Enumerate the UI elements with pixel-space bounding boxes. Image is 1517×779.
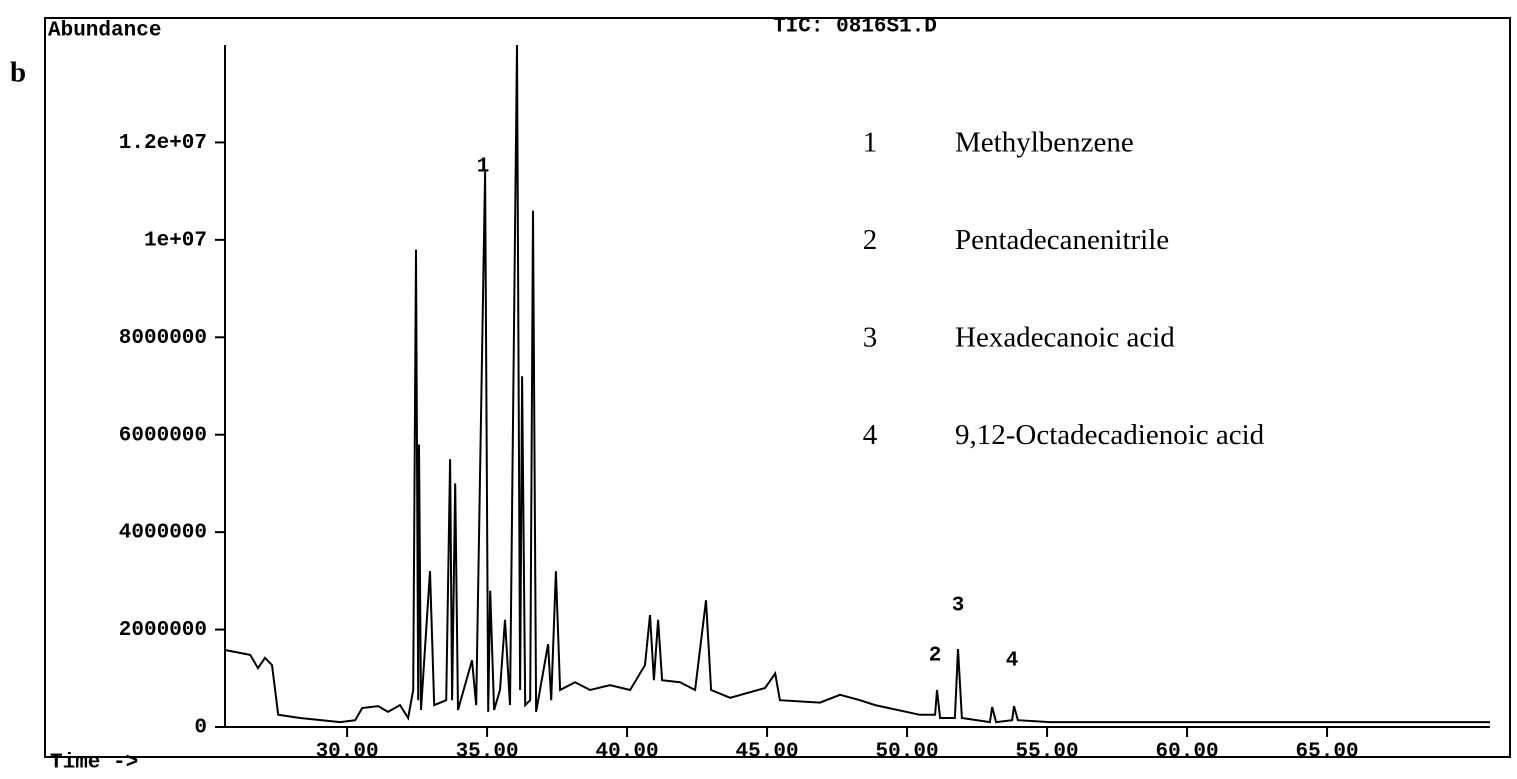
peak-label: 2 — [929, 645, 942, 668]
trace-line — [224, 44, 1490, 724]
legend-name: Pentadecanenitrile — [955, 224, 1169, 256]
x-tick-label: 55.00 — [1016, 741, 1079, 764]
legend-number: 3 — [863, 322, 878, 354]
frame — [44, 17, 1511, 758]
x-tick-label: 65.00 — [1296, 741, 1359, 764]
y-tick-label: 2000000 — [119, 619, 207, 642]
y-tick-label: 1e+07 — [144, 229, 207, 252]
legend-name: Methylbenzene — [955, 127, 1134, 159]
legend-number: 2 — [863, 224, 878, 256]
y-tick-label: 8000000 — [119, 327, 207, 350]
y-tick-label: 6000000 — [119, 424, 207, 447]
y-tick-label: 1.2e+07 — [119, 132, 207, 155]
x-tick-label: 30.00 — [316, 741, 379, 764]
legend-name: 9,12-Octadecadienoic acid — [955, 419, 1265, 451]
y-tick-label: 0 — [194, 717, 207, 740]
peak-label: 4 — [1006, 650, 1019, 673]
x-axis-label: Time -> — [50, 752, 138, 775]
panel-label: b — [10, 57, 26, 89]
chart-title: TIC: 0816S1.D — [773, 16, 937, 39]
x-tick-label: 40.00 — [596, 741, 659, 764]
legend-number: 1 — [863, 127, 878, 159]
peak-label: 1 — [477, 156, 490, 179]
peak-label: 3 — [952, 595, 965, 618]
x-tick-label: 60.00 — [1156, 741, 1219, 764]
legend-name: Hexadecanoic acid — [955, 322, 1175, 354]
legend-number: 4 — [863, 419, 878, 451]
x-tick-label: 35.00 — [456, 741, 519, 764]
y-axis-label: Abundance — [48, 20, 161, 43]
x-tick-label: 45.00 — [736, 741, 799, 764]
y-tick-label: 4000000 — [119, 522, 207, 545]
x-tick-label: 50.00 — [876, 741, 939, 764]
